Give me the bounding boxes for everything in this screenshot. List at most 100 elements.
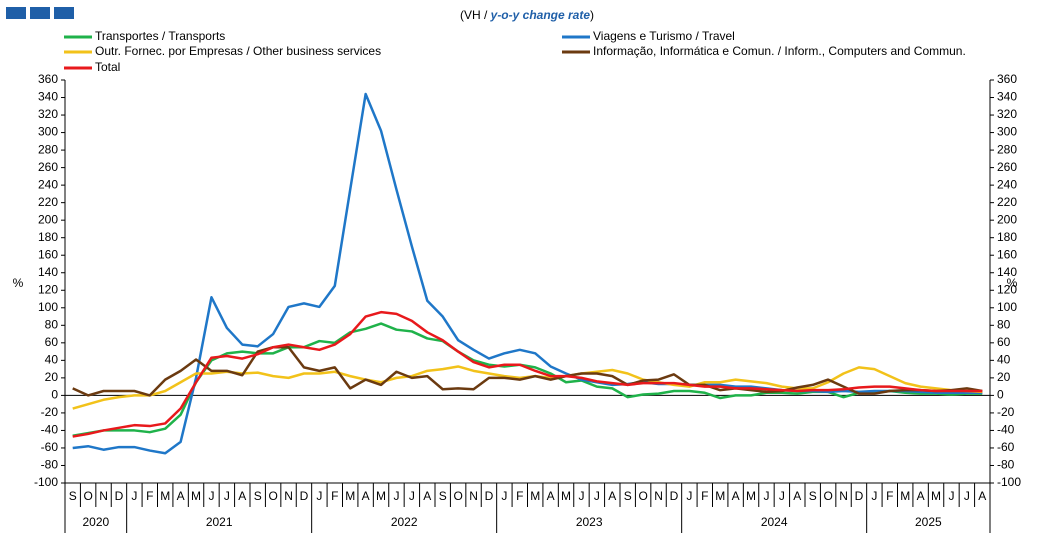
x-tick-label: O xyxy=(823,489,832,503)
y-tick-label: 0 xyxy=(51,388,58,402)
y-tick-label: 280 xyxy=(38,142,58,156)
y-tick-label: 340 xyxy=(38,90,58,104)
y2-tick-label: 40 xyxy=(997,353,1011,367)
x-tick-label: J xyxy=(208,489,214,503)
x-tick-label: M xyxy=(561,489,571,503)
x-tick-label: A xyxy=(978,489,986,503)
x-tick-label: N xyxy=(654,489,663,503)
y-tick-label: 20 xyxy=(45,370,59,384)
x-tick-label: J xyxy=(578,489,584,503)
y2-tick-label: -80 xyxy=(997,458,1015,472)
y2-tick-label: 140 xyxy=(997,265,1017,279)
y-tick-label: -80 xyxy=(41,458,59,472)
x-tick-label: M xyxy=(715,489,725,503)
y-tick-label: 240 xyxy=(38,177,58,191)
y2-tick-label: 160 xyxy=(997,247,1017,261)
x-tick-label: J xyxy=(686,489,692,503)
x-tick-label: A xyxy=(917,489,925,503)
subtitle-emphasis: y-o-y change rate xyxy=(490,8,591,22)
legend-label: Outr. Fornec. por Empresas / Other busin… xyxy=(95,44,381,58)
y2-tick-label: 80 xyxy=(997,317,1011,331)
year-label: 2022 xyxy=(391,515,418,529)
x-tick-label: N xyxy=(284,489,293,503)
legend-label: Informação, Informática e Comun. / Infor… xyxy=(593,44,966,58)
x-tick-label: D xyxy=(670,489,679,503)
y-tick-label: 160 xyxy=(38,247,58,261)
x-tick-label: S xyxy=(254,489,262,503)
y2-tick-label: 280 xyxy=(997,142,1017,156)
legend-label: Viagens e Turismo / Travel xyxy=(593,29,735,43)
year-label: 2021 xyxy=(206,515,233,529)
x-tick-label: M xyxy=(160,489,170,503)
y2-tick-label: 100 xyxy=(997,300,1017,314)
x-tick-label: M xyxy=(530,489,540,503)
subtitle-part: (VH / xyxy=(460,8,491,22)
y2-tick-label: 360 xyxy=(997,72,1017,86)
x-tick-label: A xyxy=(177,489,185,503)
y2-tick-label: 260 xyxy=(997,160,1017,174)
x-tick-label: A xyxy=(423,489,431,503)
x-tick-label: N xyxy=(469,489,478,503)
x-tick-label: O xyxy=(83,489,92,503)
year-label: 2025 xyxy=(915,515,942,529)
x-tick-label: A xyxy=(732,489,740,503)
y-tick-label: 320 xyxy=(38,107,58,121)
x-tick-label: J xyxy=(131,489,137,503)
y-tick-label: 200 xyxy=(38,212,58,226)
x-tick-label: O xyxy=(453,489,462,503)
x-tick-label: F xyxy=(886,489,893,503)
x-tick-label: M xyxy=(345,489,355,503)
series-line xyxy=(72,92,983,455)
y-tick-label: 100 xyxy=(38,300,58,314)
x-tick-label: J xyxy=(594,489,600,503)
x-tick-label: J xyxy=(964,489,970,503)
x-tick-label: N xyxy=(99,489,108,503)
y2-tick-label: 340 xyxy=(997,90,1017,104)
series-line xyxy=(72,322,983,437)
x-tick-label: A xyxy=(547,489,555,503)
x-tick-label: J xyxy=(393,489,399,503)
y-tick-label: 260 xyxy=(38,160,58,174)
x-tick-label: J xyxy=(779,489,785,503)
x-tick-label: N xyxy=(839,489,848,503)
year-label: 2023 xyxy=(576,515,603,529)
y2-tick-label: 60 xyxy=(997,335,1011,349)
x-tick-label: F xyxy=(701,489,708,503)
x-tick-label: A xyxy=(238,489,246,503)
x-tick-label: S xyxy=(69,489,77,503)
y-tick-label: -40 xyxy=(41,423,59,437)
x-tick-label: S xyxy=(809,489,817,503)
y2-tick-label: 20 xyxy=(997,370,1011,384)
y-tick-label: -100 xyxy=(34,475,58,489)
legend-label: Total xyxy=(95,60,120,74)
series-line xyxy=(72,345,983,397)
x-tick-label: A xyxy=(608,489,616,503)
x-tick-label: F xyxy=(331,489,338,503)
x-tick-label: J xyxy=(871,489,877,503)
x-tick-label: A xyxy=(793,489,801,503)
x-tick-label: O xyxy=(638,489,647,503)
y2-tick-label: -60 xyxy=(997,440,1015,454)
subtitle-part: ) xyxy=(590,8,594,22)
year-label: 2024 xyxy=(761,515,788,529)
y-tick-label: 120 xyxy=(38,282,58,296)
x-tick-label: S xyxy=(439,489,447,503)
x-tick-label: J xyxy=(316,489,322,503)
y2-tick-label: -20 xyxy=(997,405,1015,419)
x-tick-label: D xyxy=(115,489,124,503)
x-tick-label: D xyxy=(485,489,494,503)
x-tick-label: M xyxy=(191,489,201,503)
x-tick-label: A xyxy=(362,489,370,503)
y-tick-label: -60 xyxy=(41,440,59,454)
y2-tick-label: 0 xyxy=(997,388,1004,402)
y-tick-label: 140 xyxy=(38,265,58,279)
x-tick-label: M xyxy=(746,489,756,503)
logo xyxy=(6,7,74,19)
x-tick-label: M xyxy=(931,489,941,503)
y2-tick-label: 300 xyxy=(997,125,1017,139)
y-tick-label: 60 xyxy=(45,335,59,349)
y-tick-label: 180 xyxy=(38,230,58,244)
x-tick-label: F xyxy=(516,489,523,503)
y2-tick-label: 320 xyxy=(997,107,1017,121)
